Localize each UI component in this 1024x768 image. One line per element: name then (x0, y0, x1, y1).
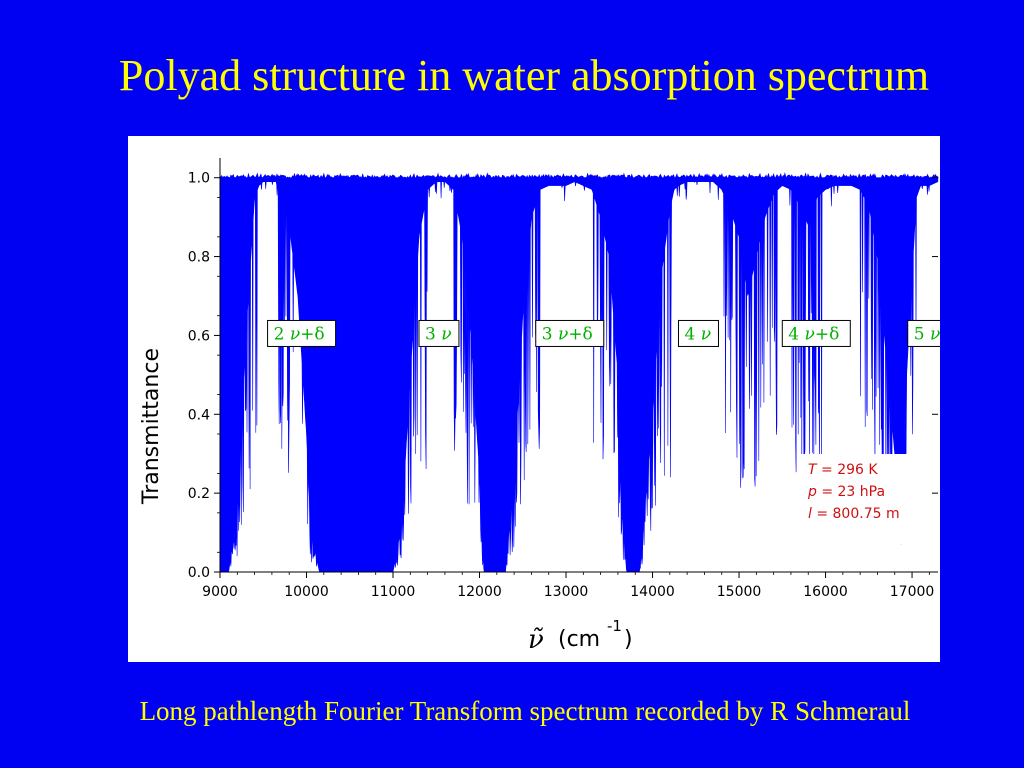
band-label-box (781, 319, 851, 347)
band-number: 5 (914, 324, 930, 344)
band-label: 4 ν (677, 319, 719, 347)
band-number: 4 (684, 324, 700, 344)
band-label-box (907, 319, 940, 347)
y-tick-label: 0.0 (188, 565, 210, 581)
band-suffix: +δ (815, 324, 839, 344)
x-axis-label: ν̃ (cm -1 ) (528, 617, 633, 655)
band-label-box (677, 319, 719, 347)
spectrum-figure: 0.0 0.2 0.4 0.6 0.8 1.0 9000 10000 11000 12000 130… (128, 136, 940, 662)
x-tick-label: 16000 (803, 584, 848, 600)
band-label: 5 ν (907, 319, 940, 347)
x-tick-label: 10000 (284, 584, 329, 600)
band-label: 3 ν+δ (535, 319, 605, 347)
x-tick-label: 12000 (457, 584, 502, 600)
x-tick-label: 15000 (717, 584, 762, 600)
axes: 0.0 0.2 0.4 0.6 0.8 1.0 9000 10000 11000 12000 130… (188, 158, 938, 600)
condition-value: = 296 K (821, 462, 878, 478)
y-tick-label: 0.6 (188, 328, 210, 344)
condition-line: p = 23 hPa (807, 484, 885, 500)
band-label-box (418, 319, 460, 347)
band-label: 3 ν (418, 319, 460, 347)
band-symbol: ν (930, 324, 940, 344)
spectrum-chart: 0.0 0.2 0.4 0.6 0.8 1.0 9000 10000 11000 12000 130… (139, 158, 940, 655)
band-symbol: ν (290, 324, 300, 344)
x-tick-label: 11000 (371, 584, 416, 600)
band-label-box (535, 319, 605, 347)
band-label-text: 5 ν (914, 324, 940, 344)
condition-symbol: l (808, 506, 816, 522)
x-tick-label: 14000 (630, 584, 675, 600)
band-number: 4 (788, 324, 804, 344)
x-tick-label: 17000 (890, 584, 935, 600)
slide-title: Polyad structure in water absorption spe… (118, 51, 930, 100)
y-tick-label: 0.4 (188, 407, 210, 423)
band-suffix: +δ (300, 324, 324, 344)
x-axis-unit: (cm (558, 627, 600, 652)
band-label-text: 3 ν (425, 324, 452, 344)
band-label-text: 3 ν+δ (542, 324, 593, 344)
condition-symbol: T (808, 462, 821, 478)
band-label: 4 ν+δ (781, 319, 851, 347)
x-axis-symbol: ν̃ (528, 625, 544, 655)
band-number: 3 (425, 324, 441, 344)
condition-line: l = 800.75 m (808, 506, 900, 522)
band-label-box (267, 319, 337, 347)
y-axis-label: Transmittance (139, 348, 164, 505)
y-tick-label: 1.0 (188, 171, 210, 187)
band-label-text: 4 ν+δ (788, 324, 839, 344)
y-tick-label: 0.8 (188, 250, 210, 266)
band-symbol: ν (805, 324, 815, 344)
slide-caption: Long pathlength Fourier Transform spectr… (139, 696, 911, 726)
band-label: 2 ν+δ (267, 319, 337, 347)
band-label-text: 2 ν+δ (274, 324, 325, 344)
band-symbol: ν (558, 324, 568, 344)
band-label-text: 4 ν (684, 324, 711, 344)
x-axis-close: ) (624, 627, 633, 652)
condition-line: T = 296 K (808, 462, 878, 478)
band-suffix: +δ (568, 324, 592, 344)
band-number: 2 (274, 324, 290, 344)
band-number: 3 (542, 324, 558, 344)
condition-symbol: p (807, 484, 821, 500)
band-symbol: ν (441, 324, 451, 344)
conditions-background (800, 454, 928, 544)
baseline-trace (219, 171, 939, 184)
x-tick-label: 9000 (202, 584, 238, 600)
x-axis-exponent: -1 (607, 617, 622, 635)
condition-value: = 800.75 m (816, 506, 899, 522)
condition-value: = 23 hPa (821, 484, 885, 500)
band-symbol: ν (701, 324, 711, 344)
y-tick-label: 0.2 (188, 486, 210, 502)
x-tick-label: 13000 (544, 584, 589, 600)
